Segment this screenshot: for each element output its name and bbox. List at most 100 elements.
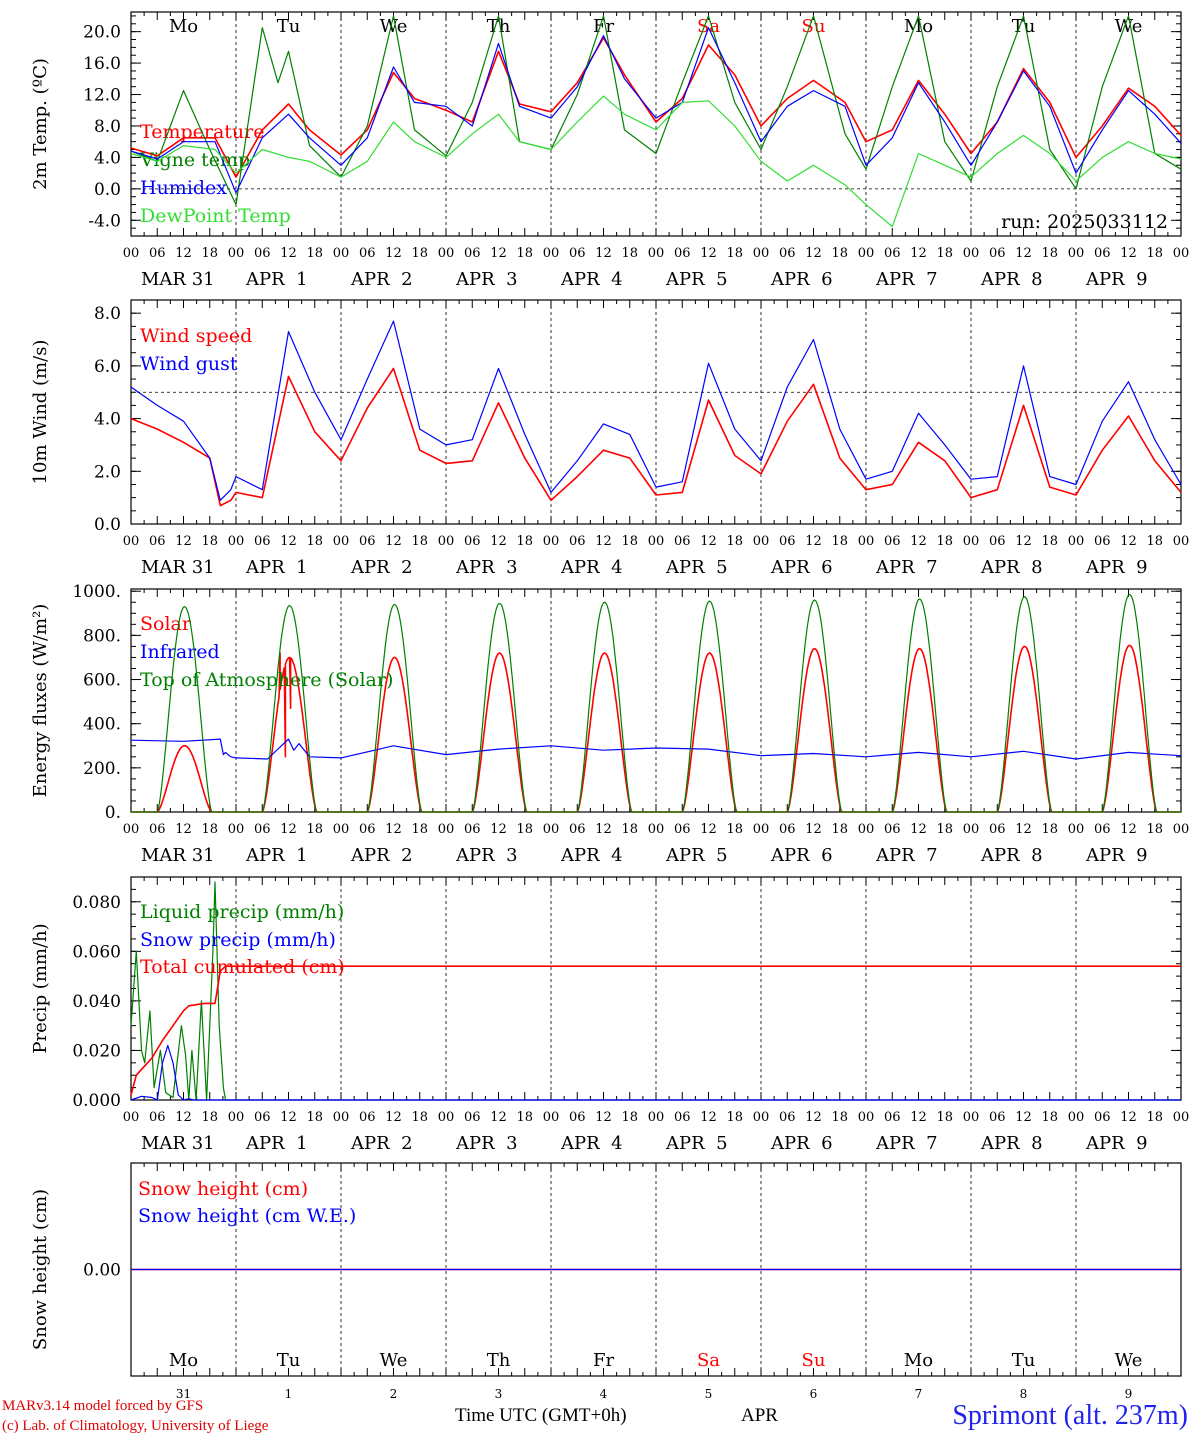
- hour-tick-label: 18: [936, 822, 953, 837]
- hour-tick-label: 12: [700, 534, 717, 549]
- day-name-label: Mo: [169, 1350, 198, 1371]
- hour-tick-label: 18: [1041, 1110, 1058, 1125]
- date-label: APR 4: [560, 1133, 623, 1154]
- hour-tick-label: 06: [569, 1110, 586, 1125]
- y-tick-label: 0.0: [94, 515, 121, 535]
- hour-tick-label: 00: [1068, 822, 1085, 837]
- hour-tick-label: 06: [569, 534, 586, 549]
- hour-tick-label: 00: [228, 246, 245, 261]
- hour-tick-label: 18: [726, 246, 743, 261]
- hour-tick-label: 06: [674, 246, 691, 261]
- hour-tick-label: 12: [175, 246, 192, 261]
- hour-tick-label: 06: [884, 1110, 901, 1125]
- date-label: APR 2: [350, 557, 413, 578]
- date-label: APR 6: [770, 845, 833, 866]
- day-name-label: We: [1115, 16, 1143, 37]
- hour-tick-label: 00: [648, 246, 665, 261]
- hour-tick-label: 06: [884, 534, 901, 549]
- date-label: APR 8: [980, 1133, 1043, 1154]
- date-label: APR 4: [560, 557, 623, 578]
- hour-tick-label: 06: [884, 822, 901, 837]
- series-line-wind-gust: [130, 320, 1182, 501]
- date-label: APR 3: [455, 269, 518, 290]
- hour-tick-label: 00: [753, 246, 770, 261]
- hour-tick-label: 06: [254, 822, 271, 837]
- date-label: APR 8: [980, 557, 1043, 578]
- hour-tick-label: 06: [359, 534, 376, 549]
- panel-2: 0.0 2.0 4.0 6.0 8.0 10m Wind (m/s) 00 06 12 18 00 0…: [30, 299, 1189, 578]
- hour-tick-label: 00: [648, 822, 665, 837]
- hour-tick-label: 12: [595, 534, 612, 549]
- hour-tick-label: 00: [648, 534, 665, 549]
- date-label: MAR 31: [141, 269, 215, 290]
- hour-tick-label: 00: [228, 1110, 245, 1125]
- hour-tick-label: 18: [1146, 534, 1163, 549]
- legend-label: Vigne temp: [139, 149, 250, 171]
- legend-label: Infrared: [140, 641, 220, 663]
- hour-tick-label: 00: [333, 822, 350, 837]
- hour-tick-label: 00: [228, 534, 245, 549]
- hour-tick-label: 06: [884, 246, 901, 261]
- day-name-label: Su: [802, 1350, 826, 1371]
- hour-tick-label: 12: [385, 822, 402, 837]
- hour-tick-label: 00: [543, 246, 560, 261]
- hour-tick-label: 18: [516, 1110, 533, 1125]
- hour-tick-label: 12: [700, 246, 717, 261]
- series-line-snow-precip-mm-h-: [130, 1044, 1181, 1101]
- legend-label: Humidex: [140, 177, 227, 199]
- hour-tick-label: 12: [1120, 822, 1137, 837]
- hour-tick-label: 18: [831, 246, 848, 261]
- hour-tick-label: 18: [201, 246, 218, 261]
- hour-tick-label: 12: [1015, 534, 1032, 549]
- day-number-label: 2: [390, 1387, 398, 1401]
- hour-tick-label: 18: [201, 1110, 218, 1125]
- hour-tick-label: 18: [1041, 534, 1058, 549]
- y-tick-label: 0.020: [72, 1041, 121, 1061]
- hour-tick-label: 18: [621, 822, 638, 837]
- legend-label: Solar: [140, 613, 192, 635]
- day-name-label: We: [380, 1350, 408, 1371]
- date-label: APR 3: [455, 557, 518, 578]
- hour-tick-label: 06: [779, 1110, 796, 1125]
- hour-tick-label: 18: [831, 534, 848, 549]
- day-number-label: 5: [705, 1387, 713, 1401]
- series-line-total-cumulated-cm-: [130, 965, 1181, 1096]
- hour-tick-label: 18: [1041, 246, 1058, 261]
- hour-tick-label: 12: [1120, 246, 1137, 261]
- day-number-label: 8: [1020, 1387, 1028, 1401]
- day-name-label: Fr: [593, 1350, 614, 1371]
- day-name-label: We: [1115, 1350, 1143, 1371]
- y-tick-label: 20.0: [83, 23, 121, 43]
- date-label: APR 4: [560, 269, 623, 290]
- hour-tick-label: 12: [1015, 1110, 1032, 1125]
- hour-tick-label: 18: [726, 534, 743, 549]
- y-tick-label: 16.0: [83, 54, 121, 74]
- y-tick-label: 2.0: [94, 462, 121, 482]
- hour-tick-label: 06: [989, 246, 1006, 261]
- y-tick-label: 0.040: [72, 992, 121, 1012]
- date-label: APR 7: [875, 557, 938, 578]
- hour-tick-label: 00: [1173, 1110, 1190, 1125]
- date-label: APR 1: [245, 1133, 308, 1154]
- panel-3: 0. 200. 400. 600. 800. 1000. Energy fluxes (W/…: [30, 582, 1189, 866]
- hour-tick-label: 00: [333, 246, 350, 261]
- hour-tick-label: 18: [411, 822, 428, 837]
- hour-tick-label: 12: [490, 534, 507, 549]
- hour-tick-label: 00: [123, 246, 140, 261]
- date-label: MAR 31: [141, 557, 215, 578]
- hour-tick-label: 00: [438, 246, 455, 261]
- hour-tick-label: 12: [175, 1110, 192, 1125]
- y-tick-label: 800.: [83, 626, 121, 646]
- hour-tick-label: 18: [726, 1110, 743, 1125]
- hour-tick-label: 12: [910, 246, 927, 261]
- hour-tick-label: 18: [936, 534, 953, 549]
- hour-tick-label: 06: [359, 1110, 376, 1125]
- hour-tick-label: 18: [621, 246, 638, 261]
- hour-tick-label: 12: [910, 534, 927, 549]
- panel-4: 0.000 0.020 0.040 0.060 0.080 Precip (mm/h) 00…: [30, 876, 1190, 1154]
- legend-label: Liquid precip (mm/h): [140, 901, 344, 923]
- hour-tick-label: 18: [516, 246, 533, 261]
- hour-tick-label: 06: [149, 822, 166, 837]
- hour-tick-label: 00: [1068, 1110, 1085, 1125]
